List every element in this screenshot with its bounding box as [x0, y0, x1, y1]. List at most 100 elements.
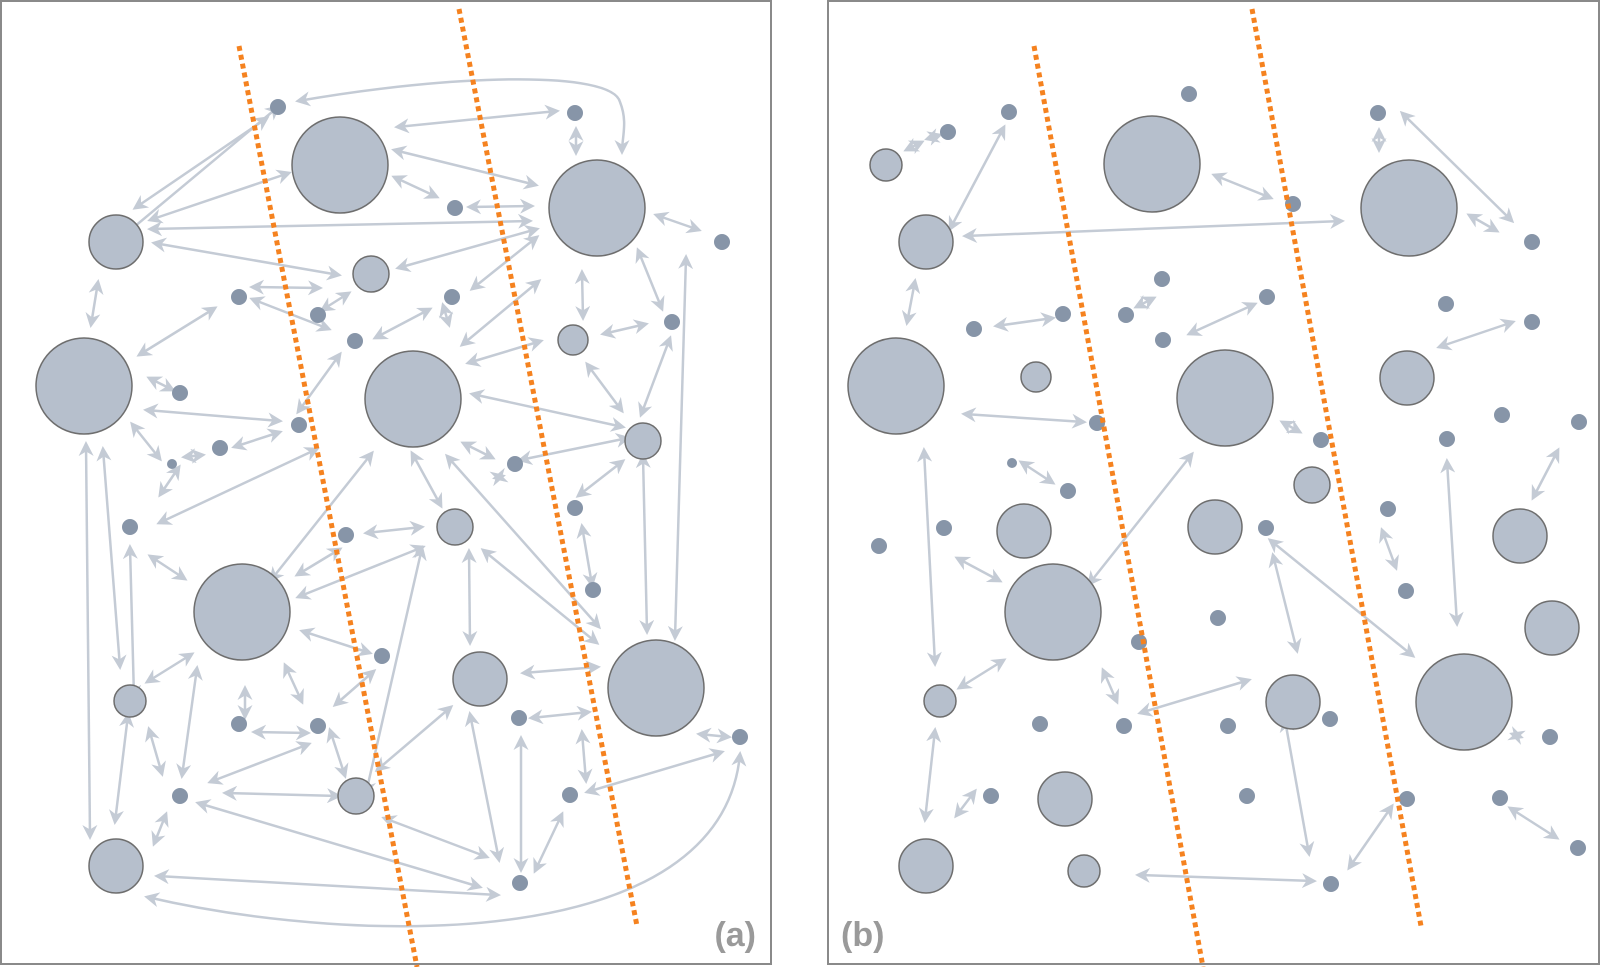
edge-21	[1379, 527, 1399, 571]
node-19	[923, 684, 957, 718]
node-12	[1379, 350, 1435, 406]
panel-label-b: (b)	[841, 916, 885, 954]
edge-14	[136, 306, 218, 357]
node-10	[436, 508, 474, 546]
panel-b: (b)	[827, 0, 1600, 967]
edge-15	[1018, 460, 1056, 485]
small-node-27	[167, 459, 177, 469]
edge-3	[1211, 172, 1274, 201]
panel-a: (a)	[0, 0, 772, 967]
node-1	[1360, 159, 1458, 257]
small-node-51	[1322, 711, 1338, 727]
edge-13	[961, 407, 1087, 429]
edge-47	[667, 254, 694, 641]
node-2	[35, 337, 133, 435]
edge-75	[533, 811, 564, 874]
edge-61	[283, 662, 304, 705]
small-node-18	[447, 200, 463, 216]
edge-37	[460, 441, 496, 460]
edge-32	[181, 448, 206, 464]
edge-29	[954, 788, 977, 819]
small-node-27	[1259, 289, 1275, 305]
node-6	[88, 214, 144, 270]
small-node-31	[338, 527, 354, 543]
edge-7	[1466, 213, 1500, 233]
node-4	[1004, 563, 1102, 661]
small-node-58	[1323, 876, 1339, 892]
edge-24	[956, 658, 1007, 690]
small-node-21	[940, 124, 956, 140]
edge-72	[154, 869, 501, 902]
node-14	[88, 838, 144, 894]
panel-label-a: (a)	[714, 916, 756, 954]
edge-79	[122, 544, 142, 700]
edge-43	[269, 450, 374, 583]
edge-1	[924, 128, 943, 146]
small-node-38	[172, 788, 188, 804]
edge-46	[635, 453, 655, 635]
edge-70	[195, 799, 483, 891]
small-node-21	[310, 307, 326, 323]
edge-28	[146, 376, 176, 392]
edge-33	[1507, 726, 1526, 745]
small-node-20	[1181, 86, 1197, 102]
small-node-22	[1001, 104, 1017, 120]
small-node-25	[291, 417, 307, 433]
small-node-50	[1220, 718, 1236, 734]
small-node-20	[444, 289, 460, 305]
cut-line-2	[1249, 8, 1424, 927]
edge-27	[469, 389, 626, 432]
small-node-22	[347, 333, 363, 349]
edge-31	[1347, 803, 1394, 871]
edge-56	[575, 729, 593, 784]
small-node-37	[1313, 432, 1329, 448]
node-0	[291, 116, 389, 214]
edge-50	[147, 554, 188, 581]
small-node-32	[585, 582, 601, 598]
edge-2	[394, 104, 560, 134]
edge-14	[1279, 419, 1303, 435]
small-node-40	[1060, 483, 1076, 499]
small-node-23	[1370, 105, 1386, 121]
small-node-43	[1258, 520, 1274, 536]
edge-45	[295, 544, 426, 600]
edge-18	[372, 307, 433, 340]
edge-69	[222, 785, 342, 804]
small-node-54	[1239, 788, 1255, 804]
node-3	[1176, 349, 1274, 447]
small-node-30	[1438, 296, 1454, 312]
small-node-33	[1155, 332, 1171, 348]
node-7	[352, 255, 390, 293]
small-node-49	[1116, 718, 1132, 734]
small-node-34	[231, 716, 247, 732]
small-node-40	[512, 875, 528, 891]
small-node-48	[1032, 716, 1048, 732]
small-node-36	[511, 710, 527, 726]
edge-12	[1436, 318, 1516, 351]
cut-line-1	[236, 45, 420, 967]
edge-22	[600, 319, 649, 339]
edge-40	[575, 459, 626, 498]
edge-36	[410, 450, 443, 509]
node-6	[898, 214, 954, 270]
edge-4	[962, 213, 1345, 244]
node-4	[193, 563, 291, 661]
edge-10	[1133, 294, 1157, 311]
edge-71	[381, 815, 490, 860]
edge-55	[696, 727, 732, 744]
edge-0	[903, 137, 925, 155]
edge-13	[85, 279, 104, 328]
node-9	[624, 422, 662, 460]
edge-48	[576, 523, 598, 588]
edge-53	[520, 660, 601, 680]
small-node-35	[1571, 414, 1587, 430]
node-7	[996, 503, 1052, 559]
small-node-45	[1398, 583, 1414, 599]
node-10	[1524, 600, 1580, 656]
edge-12	[653, 211, 702, 234]
edge-38	[517, 433, 631, 465]
edge-20	[459, 279, 542, 347]
small-node-26	[1154, 271, 1170, 287]
edge-17	[319, 291, 352, 312]
edge-10	[395, 225, 540, 272]
